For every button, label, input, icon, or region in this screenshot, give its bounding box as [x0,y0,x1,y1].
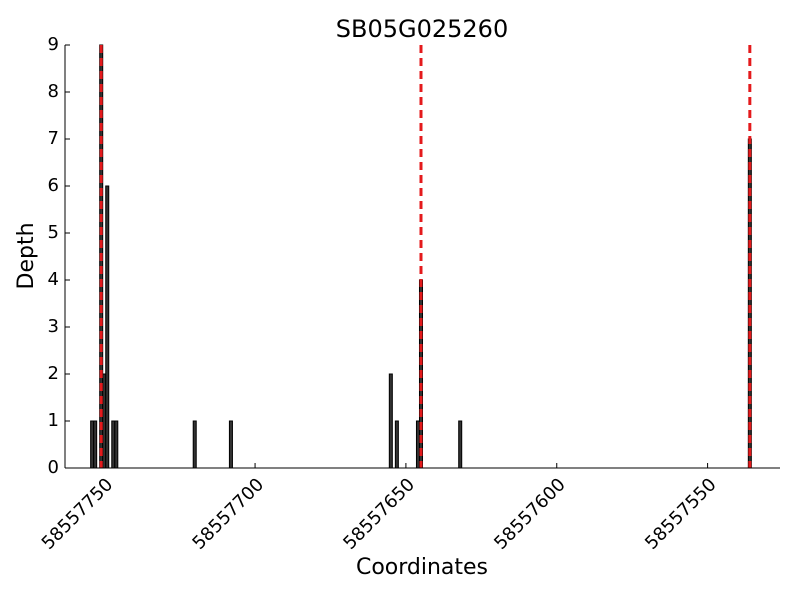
y-tick-label: 3 [48,316,59,337]
x-tick-label: 58557600 [490,474,570,554]
chart-title: SB05G025260 [336,15,508,43]
bar [192,420,197,469]
y-tick-label: 5 [48,222,59,243]
y-tick-label: 2 [48,363,59,384]
y-tick-label: 9 [48,34,59,55]
y-tick-label: 4 [48,269,59,290]
y-tick-label: 1 [48,410,59,431]
bar [114,420,119,469]
y-axis-label: Depth [14,222,39,289]
y-tick-label: 0 [48,457,59,478]
bar [228,420,233,469]
bar [458,420,463,469]
x-tick-label: 58557550 [641,474,721,554]
bar [105,185,110,469]
y-tick-label: 6 [48,175,59,196]
y-tick-label: 8 [48,81,59,102]
x-axis-label: Coordinates [356,555,488,580]
x-tick-label: 58557750 [38,474,118,554]
bar [93,420,98,469]
y-tick-label: 7 [48,128,59,149]
x-tick-label: 58557700 [188,474,268,554]
bar [394,420,399,469]
bar [388,373,393,469]
x-tick-label: 58557650 [339,474,419,554]
